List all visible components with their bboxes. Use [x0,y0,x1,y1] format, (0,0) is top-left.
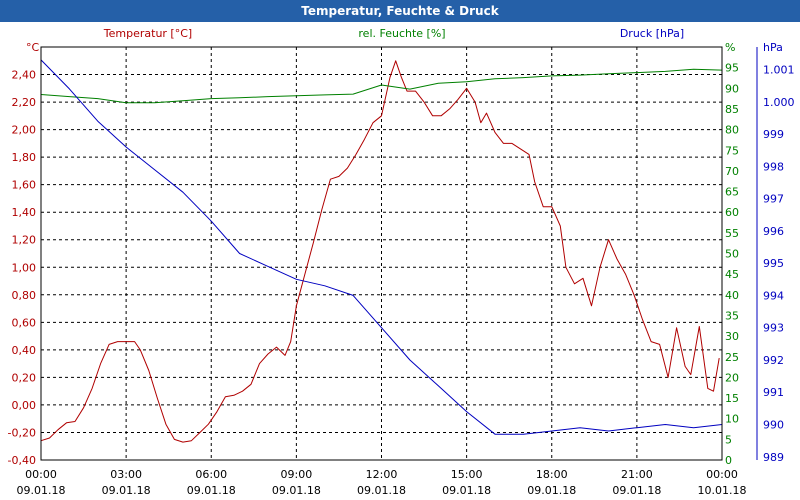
humidity-tick-label: 90 [725,82,739,95]
x-tick-time: 06:00 [195,468,227,481]
humidity-tick-label: 25 [725,351,739,364]
humidity-unit: % [725,41,735,54]
temperature-tick-label: 0,00 [12,399,37,412]
humidity-tick-label: 65 [725,186,739,199]
pressure-tick-label: 998 [763,160,784,173]
pressure-tick-label: 995 [763,257,784,270]
humidity-tick-label: 30 [725,330,739,343]
x-tick-time: 15:00 [451,468,483,481]
humidity-tick-label: 20 [725,371,739,384]
temperature-tick-label: 1,80 [12,151,37,164]
humidity-tick-label: 55 [725,227,739,240]
pressure-tick-label: 992 [763,354,784,367]
temperature-tick-label: 0,40 [12,344,37,357]
pressure-tick-label: 990 [763,419,784,432]
pressure-series-line [40,59,723,435]
temperature-tick-label: 1,40 [12,206,37,219]
x-tick-date: 09.01.18 [102,484,151,497]
x-tick-date: 10.01.18 [698,484,747,497]
x-tick-date: 09.01.18 [187,484,236,497]
humidity-tick-label: 10 [725,413,739,426]
temperature-series-line [40,60,720,443]
pressure-tick-label: 989 [763,451,784,464]
x-tick-date: 09.01.18 [272,484,321,497]
temperature-tick-label: 2,20 [12,96,37,109]
grid-lines [41,47,722,461]
x-tick-time: 12:00 [366,468,398,481]
humidity-tick-label: 50 [725,248,739,261]
x-tick-date: 09.01.18 [17,484,66,497]
humidity-tick-label: 80 [725,124,739,137]
temperature-tick-label: -0,40 [8,454,36,467]
humidity-tick-label: 0 [725,454,732,467]
x-tick-time: 00:00 [25,468,57,481]
pressure-axis-label: Druck [hPa] [620,27,684,40]
pressure-tick-label: 996 [763,225,784,238]
humidity-axis-label: rel. Feuchte [%] [358,27,445,40]
temperature-unit: °C [26,41,40,54]
x-tick-time: 21:00 [621,468,653,481]
x-tick-time: 09:00 [281,468,313,481]
temperature-tick-label: 0,60 [12,316,37,329]
humidity-tick-label: 15 [725,392,739,405]
pressure-tick-label: 999 [763,128,784,141]
chart-title: Temperatur, Feuchte & Druck [0,0,800,22]
temperature-tick-label: 1,20 [12,234,37,247]
pressure-unit: hPa [763,41,783,54]
plot-border [40,46,723,461]
x-tick-time: 00:00 [706,468,738,481]
pressure-tick-label: 993 [763,322,784,335]
x-tick-time: 18:00 [536,468,568,481]
temperature-tick-label: 1,60 [12,179,37,192]
temperature-tick-label: 2,40 [12,69,37,82]
pressure-tick-label: 997 [763,193,784,206]
humidity-tick-label: 5 [725,433,732,446]
temperature-tick-label: 1,00 [12,261,37,274]
pressure-tick-label: 1.000 [763,96,795,109]
pressure-tick-label: 994 [763,289,784,302]
pressure-tick-label: 991 [763,386,784,399]
humidity-tick-label: 60 [725,206,739,219]
temperature-tick-label: 0,20 [12,371,37,384]
plot-frame [40,46,758,461]
humidity-series-line [40,68,723,104]
x-tick-time: 03:00 [110,468,142,481]
temperature-tick-label: 0,80 [12,289,37,302]
series-lines [40,59,723,443]
x-tick-date: 09.01.18 [357,484,406,497]
humidity-tick-label: 85 [725,103,739,116]
x-tick-date: 09.01.18 [527,484,576,497]
temperature-tick-label: -0,20 [8,426,36,439]
humidity-tick-label: 75 [725,144,739,157]
temperature-axis-label: Temperatur [°C] [103,27,192,40]
temperature-tick-label: 2,00 [12,124,37,137]
humidity-tick-label: 40 [725,289,739,302]
x-tick-date: 09.01.18 [612,484,661,497]
humidity-tick-label: 70 [725,165,739,178]
humidity-tick-label: 35 [725,309,739,322]
x-tick-date: 09.01.18 [442,484,491,497]
axis-labels: 00:00 09.01.18 03:00 09.01.18 06:00 09.01.18 0… [8,27,795,497]
humidity-tick-label: 95 [725,62,739,75]
humidity-tick-label: 45 [725,268,739,281]
pressure-tick-label: 1.001 [763,64,795,77]
